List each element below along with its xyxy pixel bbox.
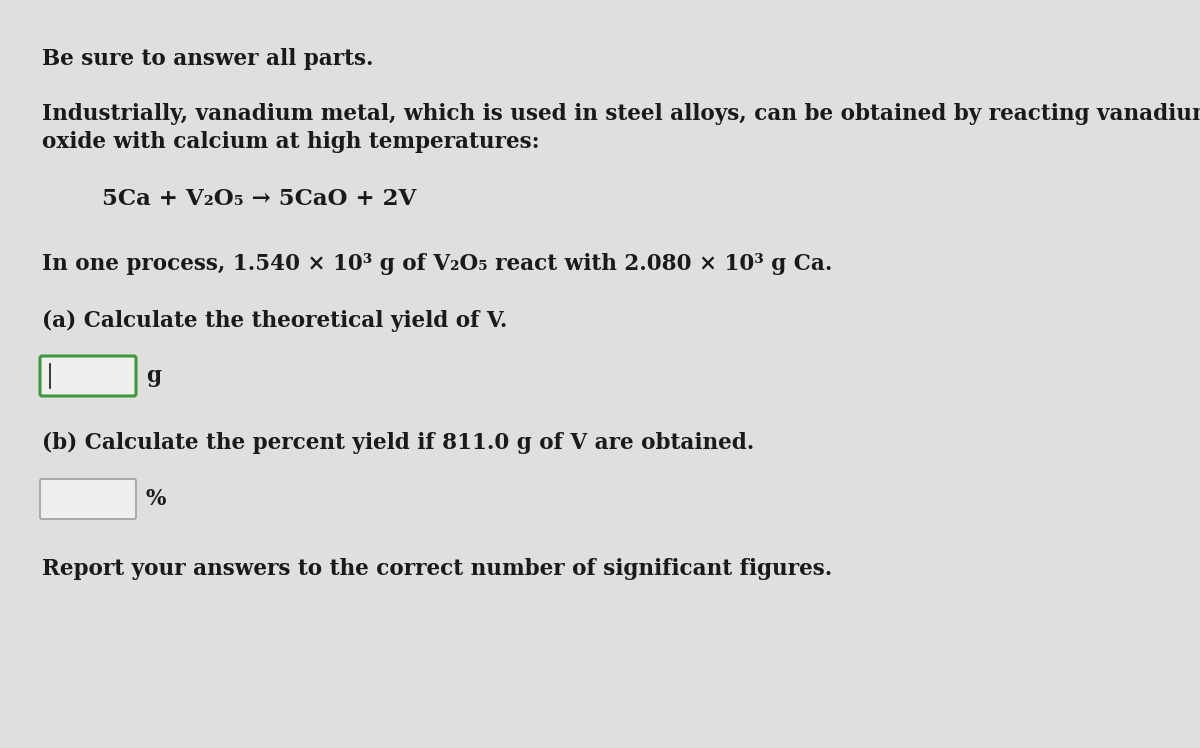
- FancyBboxPatch shape: [40, 356, 136, 396]
- Text: Be sure to answer all parts.: Be sure to answer all parts.: [42, 48, 373, 70]
- Text: 5Ca + V₂O₅ → 5CaO + 2V: 5Ca + V₂O₅ → 5CaO + 2V: [102, 188, 416, 210]
- Text: Report your answers to the correct number of significant figures.: Report your answers to the correct numbe…: [42, 558, 833, 580]
- Text: oxide with calcium at high temperatures:: oxide with calcium at high temperatures:: [42, 131, 540, 153]
- Text: Industrially, vanadium metal, which is used in steel alloys, can be obtained by : Industrially, vanadium metal, which is u…: [42, 103, 1200, 125]
- Text: (a) Calculate the theoretical yield of V.: (a) Calculate the theoretical yield of V…: [42, 310, 508, 332]
- Text: In one process, 1.540 × 10³ g of V₂O₅ react with 2.080 × 10³ g Ca.: In one process, 1.540 × 10³ g of V₂O₅ re…: [42, 253, 833, 275]
- Text: g: g: [146, 365, 161, 387]
- Text: %: %: [146, 488, 167, 510]
- Text: (b) Calculate the percent yield if 811.0 g of V are obtained.: (b) Calculate the percent yield if 811.0…: [42, 432, 755, 454]
- FancyBboxPatch shape: [40, 479, 136, 519]
